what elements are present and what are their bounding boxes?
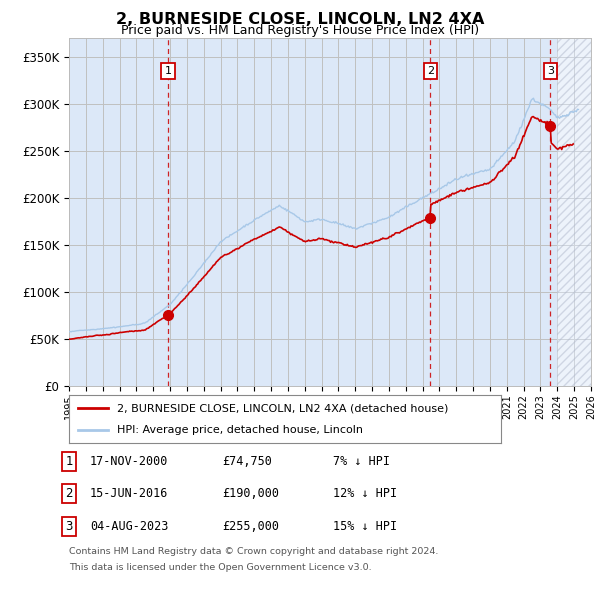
Bar [557, 38, 591, 386]
Text: 17-NOV-2000: 17-NOV-2000 [90, 455, 169, 468]
Text: 2, BURNESIDE CLOSE, LINCOLN, LN2 4XA: 2, BURNESIDE CLOSE, LINCOLN, LN2 4XA [116, 12, 484, 27]
Text: This data is licensed under the Open Government Licence v3.0.: This data is licensed under the Open Gov… [69, 563, 371, 572]
Text: Contains HM Land Registry data © Crown copyright and database right 2024.: Contains HM Land Registry data © Crown c… [69, 547, 439, 556]
Text: 2: 2 [427, 66, 434, 76]
Text: £255,000: £255,000 [222, 520, 279, 533]
Text: £74,750: £74,750 [222, 455, 272, 468]
Text: 15-JUN-2016: 15-JUN-2016 [90, 487, 169, 500]
Text: 2: 2 [65, 487, 73, 500]
Text: 1: 1 [164, 66, 172, 76]
Text: HPI: Average price, detached house, Lincoln: HPI: Average price, detached house, Linc… [116, 425, 362, 435]
Text: 7% ↓ HPI: 7% ↓ HPI [333, 455, 390, 468]
Text: Price paid vs. HM Land Registry's House Price Index (HPI): Price paid vs. HM Land Registry's House … [121, 24, 479, 37]
Text: 12% ↓ HPI: 12% ↓ HPI [333, 487, 397, 500]
Text: £190,000: £190,000 [222, 487, 279, 500]
Text: 2, BURNESIDE CLOSE, LINCOLN, LN2 4XA (detached house): 2, BURNESIDE CLOSE, LINCOLN, LN2 4XA (de… [116, 403, 448, 413]
Text: 04-AUG-2023: 04-AUG-2023 [90, 520, 169, 533]
Text: 15% ↓ HPI: 15% ↓ HPI [333, 520, 397, 533]
Text: 1: 1 [65, 455, 73, 468]
Text: 3: 3 [547, 66, 554, 76]
Text: 3: 3 [65, 520, 73, 533]
Bar [557, 38, 591, 386]
